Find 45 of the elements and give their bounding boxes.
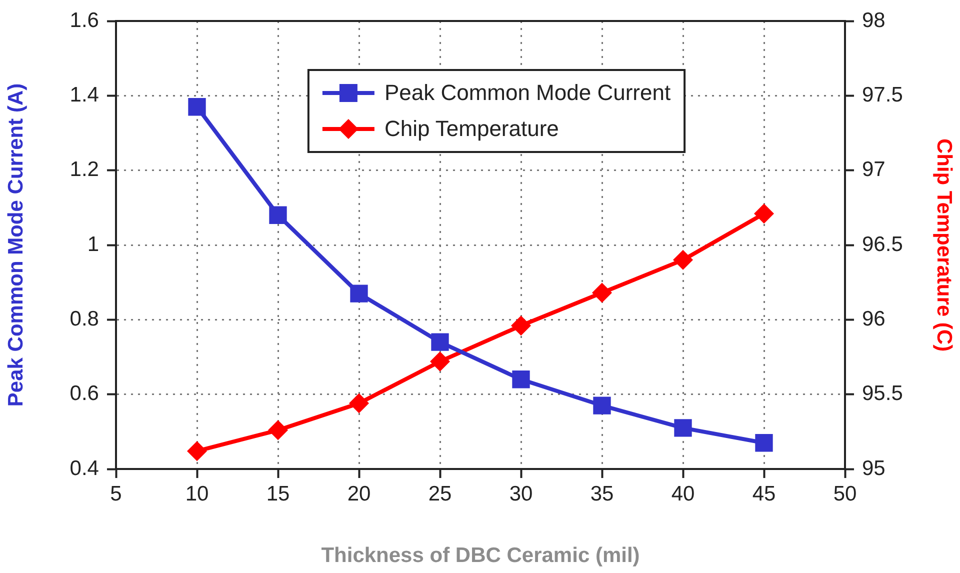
y-tick-label: 1.2 [70,158,99,182]
y2-tick-label: 97.5 [862,83,903,106]
x-tick-label: 40 [671,482,695,506]
point [268,420,288,440]
y-tick-label: 1.6 [70,8,99,32]
y-tick-label: 0.6 [70,382,99,406]
point [592,282,612,303]
legend-label: Chip Temperature [384,116,559,142]
y2-tick-label: 98 [862,8,886,32]
point [430,351,450,372]
x-tick-label: 25 [428,482,452,506]
x-tick-label: 30 [509,482,533,506]
point [593,396,611,414]
point [673,250,693,270]
y2-tick-label: 95.5 [862,382,903,406]
point [431,333,449,351]
point [511,316,531,336]
x-tick-label: 50 [833,482,857,506]
point [755,434,773,452]
y-axis-title: Peak Common Mode Current (A) [4,83,28,407]
y2-tick-label: 97 [862,158,886,182]
y-tick-label: 0.8 [70,307,99,330]
point [754,204,774,224]
x-tick-label: 35 [590,482,614,506]
y-tick-label: 1.4 [70,83,100,106]
x-tick-label: 10 [185,482,209,506]
x-tick-label: 5 [110,482,122,506]
point [350,284,368,302]
y2-tick-label: 95 [862,456,886,480]
x-tick-label: 20 [347,482,371,506]
x-axis-title: Thickness of DBC Ceramic (mil) [321,544,640,568]
y-tick-label: 1 [87,232,99,256]
point [187,441,207,462]
x-tick-label: 15 [266,482,290,506]
point [188,98,206,116]
y2-tick-label: 96.5 [862,232,903,256]
y-tick-label: 0.4 [70,456,100,480]
y2-axis-title: Chip Temperature (C) [932,138,956,352]
legend-label: Peak Common Mode Current [384,80,671,106]
point [269,206,287,224]
x-tick-label: 45 [752,482,776,506]
point [349,393,369,414]
point [674,419,692,437]
point [512,370,530,388]
y2-tick-label: 96 [862,307,886,330]
